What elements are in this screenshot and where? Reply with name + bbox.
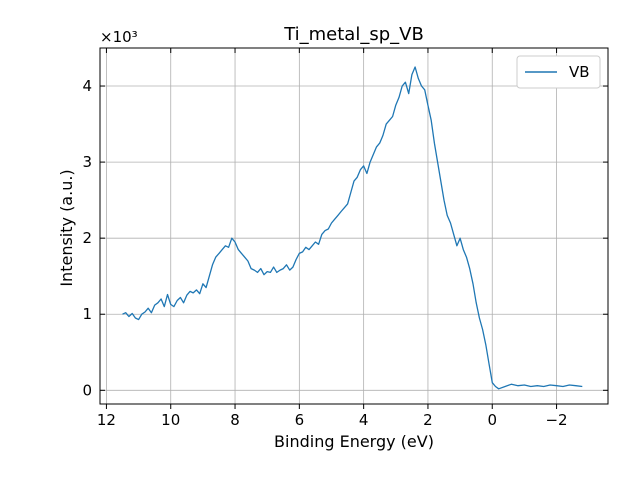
x-axis: 12 10 8 6 4 2 0 −2	[97, 48, 568, 429]
y-axis: 0 1 2 3 4	[82, 77, 608, 399]
x-axis-title: Binding Energy (eV)	[274, 432, 434, 451]
y-tick-label: 0	[82, 381, 92, 399]
x-tick-label: 8	[230, 411, 240, 429]
x-tick-label: 0	[487, 411, 497, 429]
y-tick-label: 4	[82, 77, 92, 95]
series-line-vb	[122, 66, 583, 390]
y-tick-label: 3	[82, 153, 92, 171]
legend-box	[516, 55, 601, 89]
axes-frame	[99, 47, 609, 405]
x-tick-label: 4	[359, 411, 369, 429]
y-tick-label: 1	[82, 305, 92, 323]
x-tick-label: 12	[97, 411, 116, 429]
chart-title: Ti_metal_sp_VB	[283, 24, 424, 45]
legend: VB	[516, 55, 601, 89]
legend-label: VB	[569, 63, 590, 81]
grid	[100, 48, 608, 404]
y-axis-title: Intensity (a.u.)	[57, 169, 76, 286]
y-tick-label: 2	[82, 229, 92, 247]
plot-lines	[122, 66, 583, 390]
x-tick-label: 2	[423, 411, 433, 429]
x-tick-label: 10	[161, 411, 180, 429]
y-multiplier-label: ×10³	[100, 28, 138, 46]
x-tick-label: 6	[295, 411, 305, 429]
x-tick-label: −2	[545, 411, 567, 429]
